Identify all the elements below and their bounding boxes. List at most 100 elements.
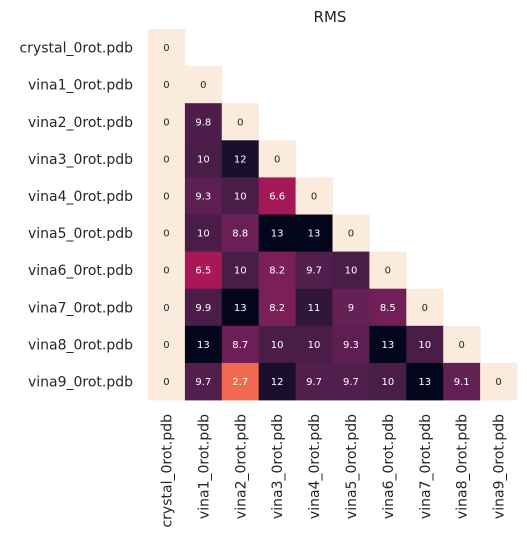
heatmap-cell-r9-c1	[184, 362, 223, 401]
cell-annotation-r6-c6: 0	[385, 266, 391, 277]
heatmap-cell-r3-c3	[258, 140, 296, 178]
cell-annotation-r8-c5: 9.3	[343, 340, 359, 351]
y-tick-labels: crystal_0rot.pdb vina1_0rot.pdb vina2_0rot…	[19, 41, 133, 391]
x-tick-label: vina4_0rot.pdb	[307, 414, 323, 519]
heatmap-cell-r9-c5	[332, 362, 370, 401]
heatmap-cell-r7-c4	[295, 288, 333, 327]
cell-annotation-r5-c3: 13	[271, 229, 284, 240]
cell-annotation-r6-c5: 10	[345, 266, 358, 277]
heatmap-cell-r7-c1	[184, 288, 223, 327]
cell-annotation-r9-c8: 9.1	[454, 377, 470, 388]
heatmap-cell-r8-c7	[406, 325, 444, 364]
cell-annotation-r4-c1: 9.3	[195, 191, 211, 202]
heatmap-cell-r3-c1	[184, 140, 223, 178]
cell-annotation-r8-c7: 10	[418, 340, 431, 351]
heatmap-cell-r6-c2	[221, 251, 260, 290]
cell-annotation-r4-c3: 6.6	[269, 191, 285, 202]
cell-annotation-r5-c4: 13	[308, 229, 321, 240]
heatmap-cell-r8-c3	[258, 325, 296, 364]
heatmap-cell-r8-c8	[443, 325, 481, 364]
cell-annotation-r7-c2: 13	[234, 303, 247, 314]
heatmap-cell-r4-c0	[148, 177, 186, 215]
heatmap-cell-r8-c2	[221, 325, 260, 364]
heatmap-cell-r2-c0	[148, 103, 186, 141]
y-tick-label: vina7_0rot.pdb	[28, 300, 133, 316]
cell-annotation-r8-c2: 8.7	[232, 340, 248, 351]
cell-annotation-r4-c4: 0	[311, 191, 317, 202]
cell-annotation-r5-c2: 8.8	[232, 229, 248, 240]
chart-title: RMS	[314, 8, 347, 26]
heatmap-cell-r4-c1	[184, 177, 223, 215]
heatmap-cell-r1-c0	[148, 66, 186, 104]
cell-annotation-r8-c3: 10	[271, 340, 284, 351]
heatmap-cell-r2-c1	[184, 103, 223, 141]
cell-annotation-r3-c0: 0	[163, 154, 169, 165]
heatmap-cell-r3-c0	[148, 140, 186, 178]
cell-annotation-r6-c2: 10	[234, 266, 247, 277]
cell-annotation-r9-c6: 10	[381, 377, 394, 388]
heatmap-cell-r9-c8	[443, 362, 481, 401]
cell-annotation-r7-c7: 0	[422, 303, 428, 314]
heatmap-cell-r4-c3	[258, 177, 296, 215]
cell-annotation-r5-c0: 0	[163, 229, 169, 240]
heatmap-cell-r5-c4	[295, 214, 333, 252]
cell-annotation-r2-c0: 0	[163, 117, 169, 128]
cell-annotation-r5-c1: 10	[197, 229, 210, 240]
x-tick-label: vina5_0rot.pdb	[344, 414, 360, 519]
cell-annotation-r4-c0: 0	[163, 191, 169, 202]
heatmap-cell-r9-c6	[369, 362, 407, 401]
heatmap-cell-r5-c1	[184, 214, 223, 252]
heatmap-annotations: 0 0 0 0 9.8 0 0 10 12 0 0 9.3 10 6.6 0 0 10 8.8 13 13 0 0 6.5 1…	[163, 43, 501, 388]
x-tick-label: vina3_0rot.pdb	[270, 414, 286, 519]
x-tick-label: vina2_0rot.pdb	[233, 414, 249, 519]
heatmap-cell-r8-c0	[148, 325, 186, 364]
cell-annotation-r8-c6: 13	[381, 340, 394, 351]
cell-annotation-r8-c8: 0	[458, 340, 464, 351]
cell-annotation-r2-c1: 9.8	[195, 117, 211, 128]
heatmap-cell-r6-c5	[332, 251, 370, 290]
heatmap-cells	[148, 29, 518, 401]
x-tick-labels: crystal_0rot.pdb vina1_0rot.pdb vina2_0rot…	[159, 414, 507, 528]
heatmap-cell-r7-c6	[369, 288, 407, 327]
cell-annotation-r8-c1: 13	[197, 340, 210, 351]
cell-annotation-r9-c2: 2.7	[232, 377, 248, 388]
heatmap-cell-r5-c5	[332, 214, 370, 252]
heatmap-cell-r7-c2	[221, 288, 260, 327]
cell-annotation-r9-c7: 13	[418, 377, 431, 388]
cell-annotation-r9-c3: 12	[271, 377, 284, 388]
heatmap-cell-r6-c6	[369, 251, 407, 290]
heatmap-cell-r6-c3	[258, 251, 296, 290]
cell-annotation-r7-c0: 0	[163, 303, 169, 314]
heatmap-cell-r5-c2	[221, 214, 260, 252]
y-tick-label: vina5_0rot.pdb	[28, 226, 133, 242]
heatmap-cell-r7-c3	[258, 288, 296, 327]
y-tick-label: crystal_0rot.pdb	[19, 41, 133, 57]
cell-annotation-r9-c5: 9.7	[343, 377, 359, 388]
cell-annotation-r3-c1: 10	[197, 154, 210, 165]
x-tick-label: crystal_0rot.pdb	[159, 414, 175, 528]
y-tick-label: vina8_0rot.pdb	[28, 337, 133, 353]
heatmap-cell-r8-c6	[369, 325, 407, 364]
cell-annotation-r7-c3: 8.2	[269, 303, 285, 314]
cell-annotation-r6-c1: 6.5	[195, 266, 211, 277]
heatmap-cell-r9-c9	[480, 362, 518, 401]
heatmap-cell-r0-c0	[148, 29, 186, 67]
cell-annotation-r9-c1: 9.7	[195, 377, 211, 388]
cell-annotation-r7-c6: 8.5	[380, 303, 396, 314]
cell-annotation-r7-c1: 9.9	[195, 303, 211, 314]
heatmap-cell-r8-c5	[332, 325, 370, 364]
cell-annotation-r3-c2: 12	[234, 154, 247, 165]
cell-annotation-r5-c5: 0	[348, 229, 354, 240]
y-tick-label: vina3_0rot.pdb	[28, 152, 133, 168]
cell-annotation-r6-c4: 9.7	[306, 266, 322, 277]
heatmap-cell-r9-c4	[295, 362, 333, 401]
x-tick-label: vina1_0rot.pdb	[196, 414, 212, 519]
heatmap-cell-r4-c4	[295, 177, 333, 215]
x-tick-label: vina9_0rot.pdb	[492, 414, 508, 519]
cell-annotation-r6-c3: 8.2	[269, 266, 285, 277]
heatmap-cell-r3-c2	[221, 140, 260, 178]
heatmap-cell-r1-c1	[184, 66, 223, 104]
heatmap-cell-r6-c1	[184, 251, 223, 290]
heatmap-cell-r4-c2	[221, 177, 260, 215]
